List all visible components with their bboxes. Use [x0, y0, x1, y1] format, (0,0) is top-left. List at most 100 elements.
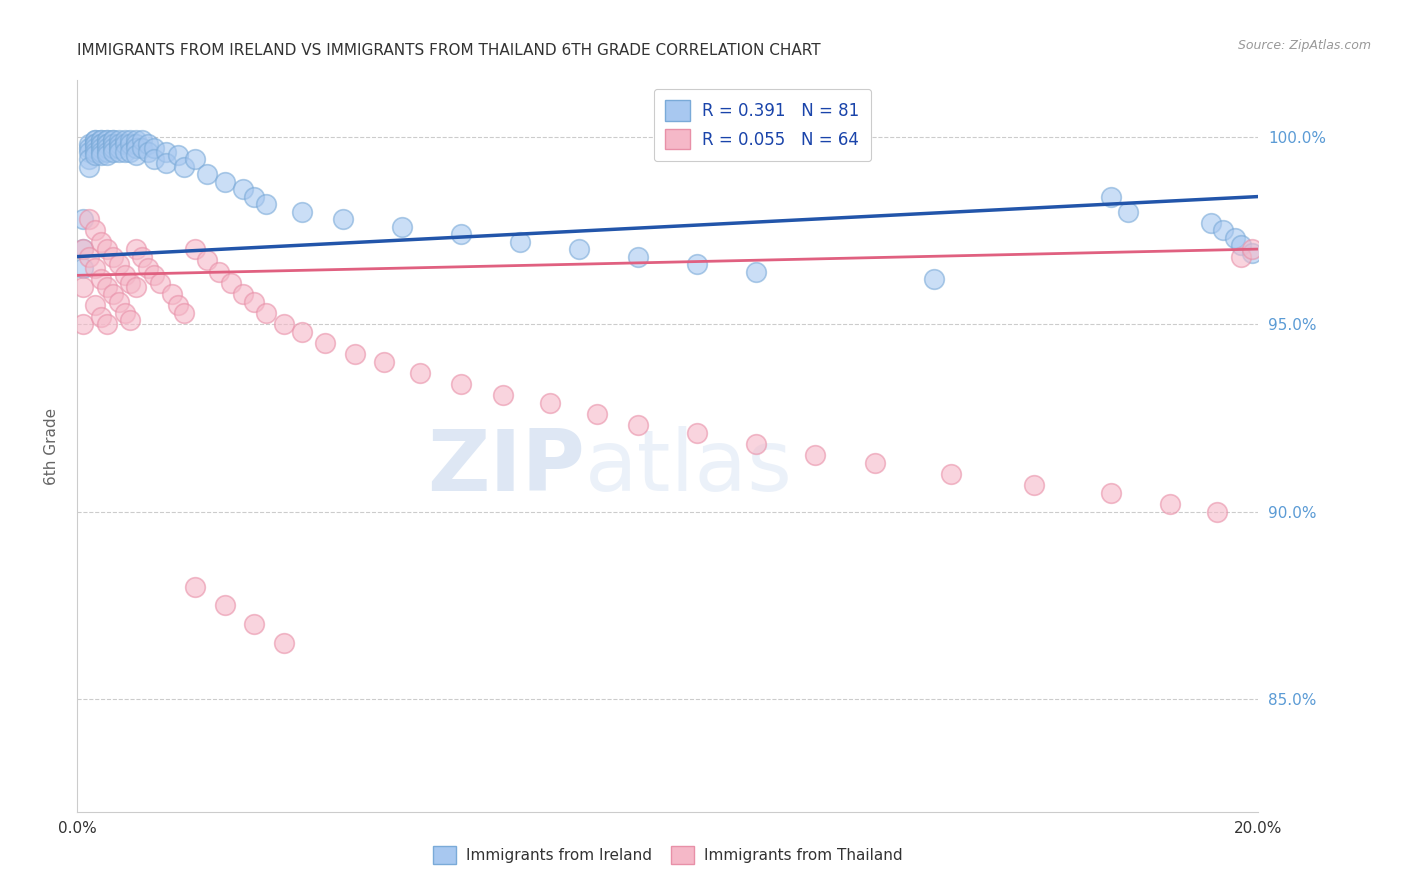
Point: [136, 260, 159, 275]
Point: [125, 279, 148, 293]
Point: [107, 257, 129, 271]
Point: [1159, 497, 1181, 511]
Point: [143, 141, 166, 155]
Point: [291, 204, 314, 219]
Point: [254, 197, 277, 211]
Point: [77, 212, 100, 227]
Point: [627, 250, 650, 264]
Point: [84, 223, 107, 237]
Point: [184, 242, 207, 256]
Point: [1229, 250, 1251, 264]
Point: [1022, 478, 1045, 492]
Point: [96, 317, 118, 331]
Point: [120, 313, 142, 327]
Point: [77, 145, 100, 159]
Point: [84, 133, 107, 147]
Point: [114, 306, 136, 320]
Point: [107, 141, 129, 155]
Point: [863, 456, 886, 470]
Point: [90, 310, 112, 324]
Point: [90, 145, 112, 159]
Text: ZIP: ZIP: [427, 426, 585, 509]
Point: [1241, 245, 1264, 260]
Point: [1206, 505, 1229, 519]
Point: [96, 141, 118, 155]
Point: [1229, 238, 1251, 252]
Point: [291, 325, 314, 339]
Point: [1099, 189, 1122, 203]
Point: [136, 136, 159, 151]
Point: [195, 167, 218, 181]
Point: [343, 347, 366, 361]
Point: [90, 272, 112, 286]
Point: [450, 377, 472, 392]
Legend: Immigrants from Ireland, Immigrants from Thailand: Immigrants from Ireland, Immigrants from…: [423, 837, 912, 873]
Point: [686, 257, 709, 271]
Point: [243, 294, 266, 309]
Point: [166, 298, 188, 312]
Point: [96, 279, 118, 293]
Point: [1118, 204, 1140, 219]
Point: [173, 160, 195, 174]
Point: [136, 145, 159, 159]
Point: [101, 250, 124, 264]
Point: [114, 133, 136, 147]
Point: [77, 136, 100, 151]
Point: [208, 264, 231, 278]
Point: [125, 148, 148, 162]
Point: [131, 141, 153, 155]
Point: [214, 175, 236, 189]
Point: [1223, 231, 1246, 245]
Point: [155, 145, 177, 159]
Point: [90, 235, 112, 249]
Point: [90, 148, 112, 162]
Point: [143, 268, 166, 283]
Point: [101, 133, 124, 147]
Point: [214, 599, 236, 613]
Point: [586, 407, 609, 421]
Point: [184, 152, 207, 166]
Point: [538, 396, 561, 410]
Point: [254, 306, 277, 320]
Point: [131, 250, 153, 264]
Point: [243, 189, 266, 203]
Point: [77, 141, 100, 155]
Point: [96, 136, 118, 151]
Point: [1212, 223, 1234, 237]
Point: [72, 279, 94, 293]
Point: [72, 242, 94, 256]
Point: [941, 467, 963, 482]
Point: [101, 145, 124, 159]
Point: [1241, 242, 1264, 256]
Point: [90, 136, 112, 151]
Point: [96, 242, 118, 256]
Text: atlas: atlas: [585, 426, 793, 509]
Point: [84, 145, 107, 159]
Point: [125, 242, 148, 256]
Point: [96, 145, 118, 159]
Point: [90, 133, 112, 147]
Point: [84, 133, 107, 147]
Point: [131, 133, 153, 147]
Point: [745, 437, 768, 451]
Point: [125, 133, 148, 147]
Point: [72, 260, 94, 275]
Point: [243, 617, 266, 632]
Point: [686, 425, 709, 440]
Y-axis label: 6th Grade: 6th Grade: [44, 408, 59, 484]
Point: [96, 136, 118, 151]
Point: [101, 133, 124, 147]
Point: [107, 136, 129, 151]
Point: [314, 335, 336, 350]
Point: [409, 366, 432, 380]
Point: [149, 276, 172, 290]
Point: [72, 242, 94, 256]
Point: [804, 449, 827, 463]
Point: [450, 227, 472, 241]
Point: [84, 141, 107, 155]
Point: [332, 212, 354, 227]
Point: [273, 636, 295, 650]
Point: [184, 580, 207, 594]
Point: [96, 148, 118, 162]
Point: [72, 212, 94, 227]
